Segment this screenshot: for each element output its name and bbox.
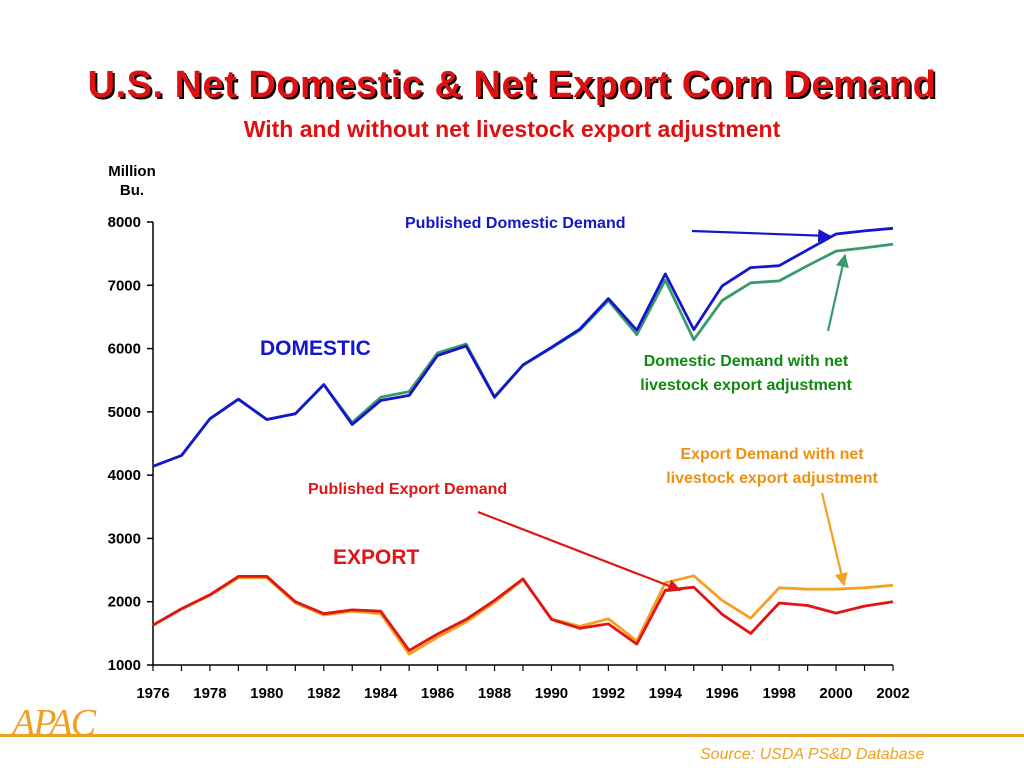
x-tick-label: 1978: [193, 685, 226, 702]
adjusted-export-label: livestock export adjustment: [666, 470, 878, 487]
source-note: Source: USDA PS&D Database: [700, 746, 925, 763]
adjusted-domestic-arrow: [826, 253, 849, 332]
published-domestic-label: Published Domestic Demand: [405, 215, 626, 232]
y-tick-label: 4000: [108, 467, 141, 484]
slide-title: U.S. Net Domestic & Net Export Corn Dema…: [87, 64, 937, 106]
x-tick-label: 1980: [250, 685, 283, 702]
adjusted-domestic-label: livestock export adjustment: [640, 377, 852, 394]
apac-logo: APAC: [12, 702, 96, 744]
y-tick-label: 8000: [108, 214, 141, 231]
y-tick-label: 7000: [108, 277, 141, 294]
x-tick-label: 1982: [307, 685, 340, 702]
y-tick-label: 2000: [108, 594, 141, 611]
published-export-arrow: [477, 510, 682, 593]
x-tick-label: 1986: [421, 685, 454, 702]
adjusted-export-arrow: [820, 492, 848, 587]
x-tick-label: 1984: [364, 685, 398, 702]
x-tick-label: 1992: [592, 685, 625, 702]
x-tick-label: 1996: [706, 685, 739, 702]
adjusted-export-label: Export Demand with net: [680, 446, 864, 463]
published-export-label: Published Export Demand: [308, 481, 507, 498]
published-domestic-arrow: [691, 228, 832, 243]
domestic-label: DOMESTIC: [260, 337, 371, 360]
adjusted-domestic-label: Domestic Demand with net: [644, 353, 849, 370]
footer-bar: [0, 734, 1024, 737]
y-axis-label: Million Bu.: [108, 163, 156, 199]
x-tick-label: 2000: [819, 685, 852, 702]
y-tick-label: 5000: [108, 404, 141, 421]
series-line-published-domestic: [152, 226, 894, 468]
y-tick-label: 3000: [108, 530, 141, 547]
y-tick-label: 6000: [108, 341, 141, 358]
x-tick-label: 1994: [649, 685, 683, 702]
y-tick-label: 1000: [108, 657, 141, 674]
export-label: EXPORT: [333, 546, 420, 569]
x-tick-label: 2002: [876, 685, 909, 702]
x-tick-label: 1976: [136, 685, 169, 702]
series-line-published-export: [152, 575, 894, 652]
series-line-adjusted-export: [152, 574, 894, 656]
x-tick-label: 1988: [478, 685, 511, 702]
x-tick-label: 1990: [535, 685, 568, 702]
slide-subtitle: With and without net livestock export ad…: [243, 116, 781, 142]
x-tick-label: 1998: [762, 685, 795, 702]
